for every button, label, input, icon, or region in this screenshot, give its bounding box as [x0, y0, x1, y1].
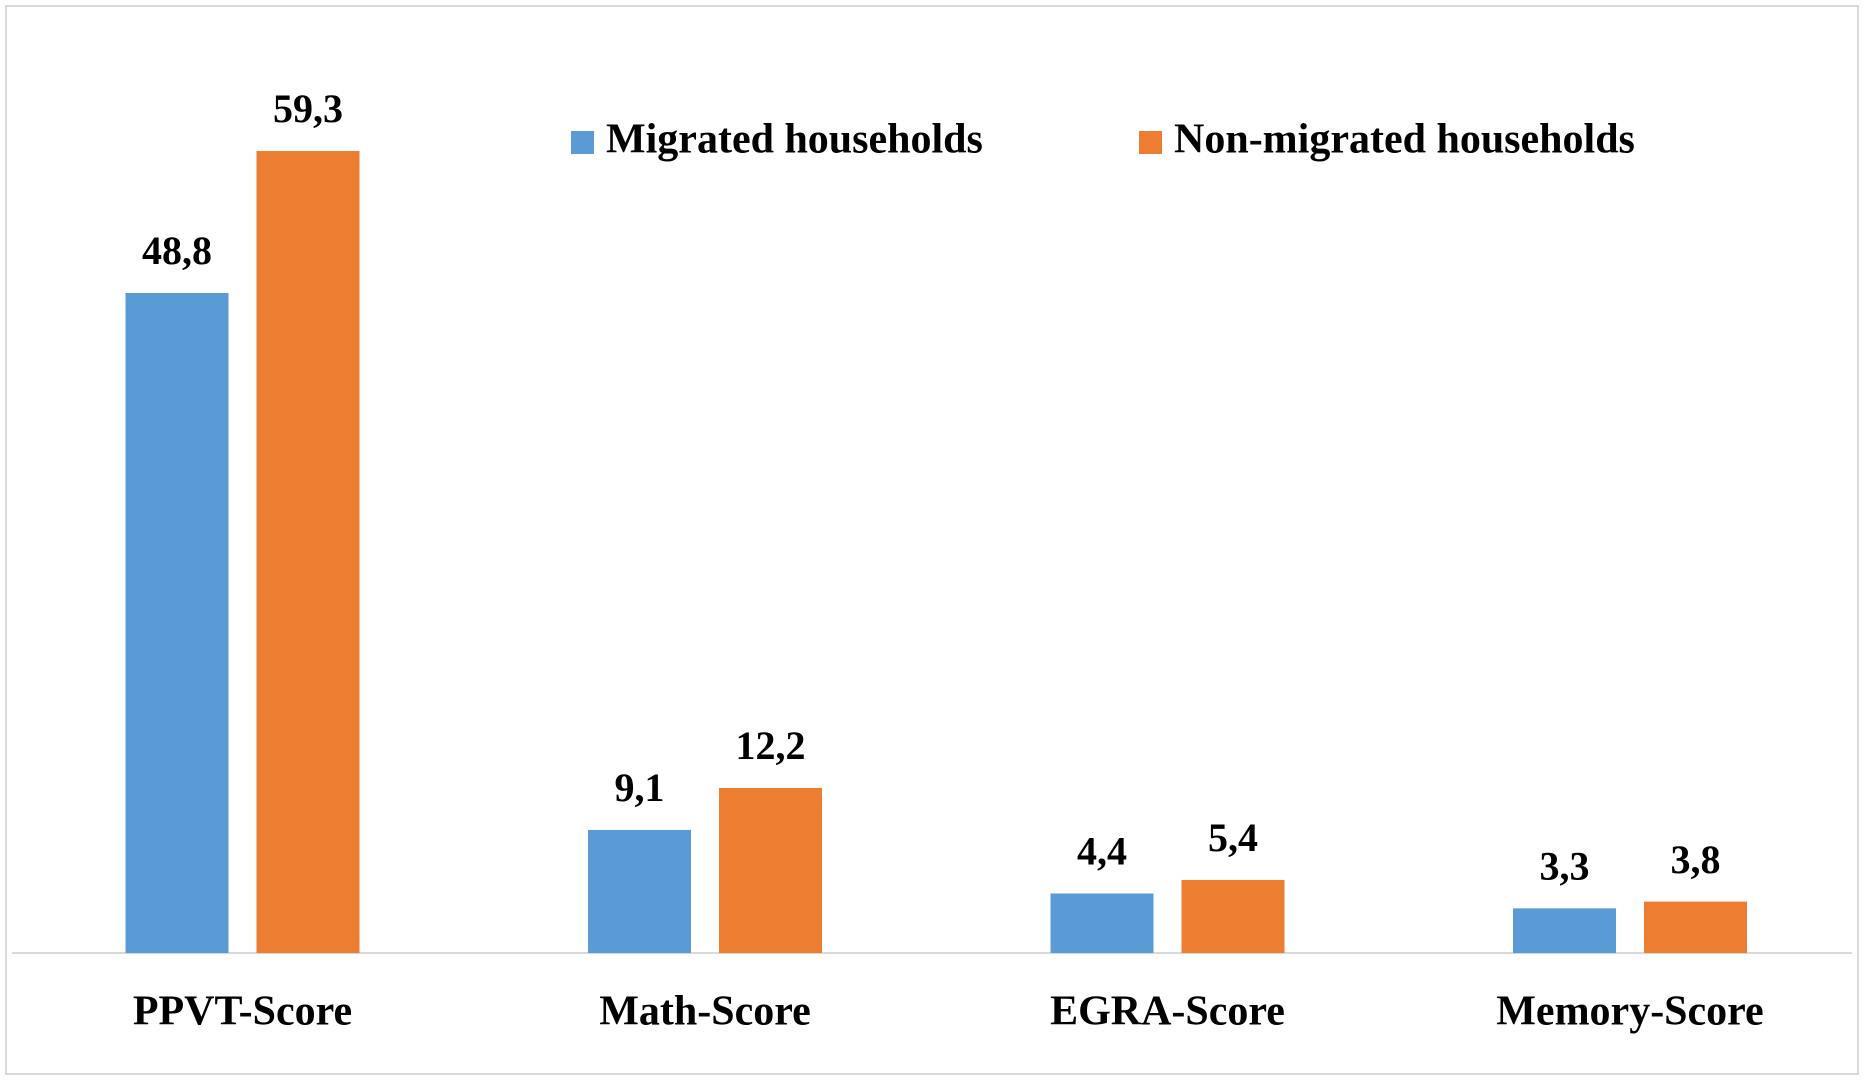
x-tick-label: PPVT-Score [133, 989, 352, 1035]
data-label: 12,2 [736, 723, 806, 768]
bar [719, 788, 822, 953]
data-label: 59,3 [273, 86, 343, 131]
legend-label: Non-migrated households [1174, 117, 1635, 163]
data-label: 3,3 [1540, 844, 1590, 889]
data-label: 3,8 [1671, 837, 1721, 882]
bar [125, 293, 229, 954]
data-label: 48,8 [142, 228, 212, 273]
bar [256, 151, 360, 953]
bar [1050, 893, 1154, 953]
data-label: 5,4 [1208, 815, 1258, 860]
legend-swatch [571, 131, 594, 154]
x-tick-label: EGRA-Score [1050, 989, 1285, 1035]
data-label: 4,4 [1077, 829, 1127, 874]
x-tick-label: Math-Score [599, 989, 811, 1035]
bar [588, 829, 691, 953]
bar [1181, 879, 1285, 953]
bar [1513, 908, 1616, 953]
bar [1644, 901, 1747, 953]
x-tick-label: Memory-Score [1496, 989, 1763, 1035]
data-label: 9,1 [615, 765, 665, 810]
legend-swatch [1139, 131, 1162, 154]
legend-label: Migrated households [606, 117, 983, 163]
